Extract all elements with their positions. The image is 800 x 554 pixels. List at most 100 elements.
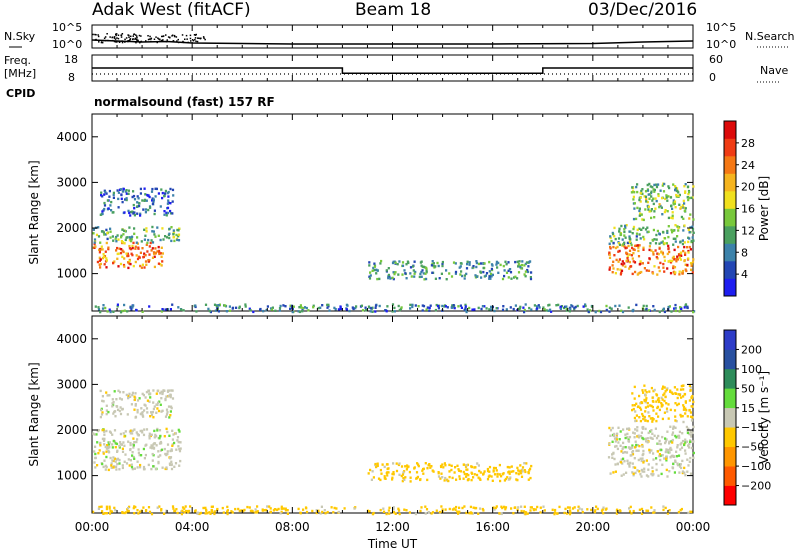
velocity-cell bbox=[468, 512, 471, 515]
nsky-point bbox=[136, 36, 138, 39]
nsky-point bbox=[132, 38, 134, 40]
power-cell bbox=[609, 245, 612, 249]
power-cell bbox=[126, 310, 129, 313]
power-cell bbox=[688, 196, 691, 200]
power-cell bbox=[106, 232, 109, 235]
velocity-cell bbox=[99, 389, 102, 393]
velocity-cell bbox=[499, 479, 502, 483]
velocity-cell bbox=[492, 506, 495, 509]
velocity-cell bbox=[477, 512, 480, 515]
velocity-cell bbox=[142, 465, 146, 469]
power-cell bbox=[628, 253, 631, 256]
power-cell bbox=[536, 307, 539, 310]
velocity-cell bbox=[644, 410, 647, 413]
velocity-colorbar-label: −50 bbox=[741, 441, 764, 454]
velocity-cell bbox=[650, 429, 653, 432]
velocity-cell bbox=[493, 473, 497, 476]
velocity-cell bbox=[100, 408, 103, 412]
velocity-region bbox=[92, 505, 693, 516]
velocity-cell bbox=[121, 450, 125, 453]
power-cell bbox=[97, 235, 101, 238]
power-cell bbox=[667, 247, 670, 251]
power-cell bbox=[157, 234, 160, 237]
power-cell bbox=[652, 202, 655, 206]
velocity-cell bbox=[210, 505, 213, 508]
velocity-cell bbox=[627, 427, 630, 430]
velocity-cell bbox=[495, 469, 498, 472]
power-cell bbox=[692, 310, 695, 314]
power-cell bbox=[145, 199, 148, 202]
velocity-cell bbox=[127, 394, 130, 398]
velocity-cell bbox=[343, 507, 346, 510]
power-cell bbox=[683, 185, 686, 188]
nsky-point bbox=[104, 36, 107, 38]
power-cell bbox=[620, 271, 623, 274]
power-cell bbox=[673, 307, 676, 310]
velocity-cell bbox=[150, 413, 154, 416]
power-cell bbox=[653, 210, 656, 213]
nsky-point bbox=[121, 41, 124, 44]
power-cell bbox=[172, 233, 175, 236]
velocity-cell bbox=[148, 510, 152, 514]
velocity-cell bbox=[141, 392, 144, 396]
velocity-cell bbox=[632, 474, 635, 477]
power-cell bbox=[662, 231, 665, 234]
power-cell bbox=[127, 254, 130, 258]
power-cell bbox=[127, 209, 130, 213]
velocity-cell bbox=[626, 427, 629, 431]
velocity-cell bbox=[520, 509, 523, 513]
velocity-cell bbox=[628, 510, 632, 513]
velocity-cell bbox=[641, 401, 644, 405]
power-cell bbox=[463, 277, 466, 280]
velocity-cell bbox=[101, 437, 104, 441]
power-cell bbox=[298, 310, 302, 314]
velocity-cell bbox=[529, 467, 532, 471]
power-cell bbox=[639, 196, 642, 199]
velocity-cell bbox=[169, 449, 172, 453]
velocity-cell bbox=[504, 477, 507, 481]
velocity-cell bbox=[385, 463, 389, 466]
velocity-cell bbox=[136, 466, 139, 469]
nsky-point bbox=[147, 38, 150, 41]
power-colorbar-label: 24 bbox=[741, 159, 755, 172]
power-cell bbox=[152, 251, 156, 254]
power-cell bbox=[640, 189, 643, 193]
nsky-point bbox=[167, 36, 170, 38]
velocity-cell bbox=[129, 459, 132, 462]
power-cell bbox=[677, 194, 680, 198]
velocity-colorbar-swatch bbox=[724, 427, 736, 447]
power-cell bbox=[147, 260, 150, 263]
power-cell bbox=[632, 195, 635, 199]
velocity-cell bbox=[231, 511, 234, 514]
velocity-cell bbox=[651, 470, 654, 473]
velocity-cell bbox=[648, 451, 651, 454]
velocity-cell bbox=[655, 412, 658, 415]
nsky-point bbox=[165, 34, 167, 36]
power-cell bbox=[507, 269, 510, 272]
power-cell bbox=[387, 267, 390, 270]
power-cell bbox=[375, 268, 378, 271]
velocity-cell bbox=[665, 459, 668, 462]
velocity-cell bbox=[677, 402, 680, 406]
power-cell bbox=[655, 255, 658, 259]
power-cell bbox=[148, 195, 151, 199]
power-cell bbox=[106, 199, 109, 202]
power-cell bbox=[667, 244, 670, 248]
power-cell bbox=[177, 306, 180, 309]
power-cell bbox=[391, 310, 394, 313]
velocity-cell bbox=[366, 509, 370, 512]
power-cell bbox=[375, 272, 378, 275]
velocity-cell bbox=[679, 388, 683, 391]
power-cell bbox=[688, 231, 691, 234]
velocity-cell bbox=[639, 419, 642, 423]
power-cell bbox=[312, 304, 315, 307]
velocity-region bbox=[99, 389, 175, 419]
power-cell bbox=[434, 265, 437, 268]
velocity-cell bbox=[142, 447, 145, 451]
velocity-cell bbox=[644, 427, 647, 431]
freq-tick-low: 8 bbox=[68, 71, 75, 84]
power-cell bbox=[568, 310, 571, 313]
power-cell bbox=[151, 197, 154, 200]
power-cell bbox=[682, 217, 685, 220]
velocity-cell bbox=[424, 462, 427, 465]
